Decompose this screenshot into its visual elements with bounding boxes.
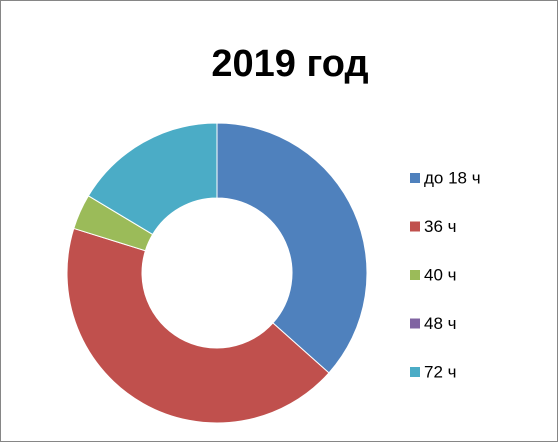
donut-slice (87, 122, 218, 236)
legend-label: 48 ч (424, 314, 457, 333)
legend-swatch (410, 318, 420, 329)
legend-swatch (410, 367, 420, 377)
chart-title: 2019 год (211, 43, 368, 85)
donut-slice (216, 122, 368, 374)
legend-swatch (410, 173, 420, 183)
legend-label: до 18 ч (424, 168, 481, 187)
legend-label: 40 ч (424, 265, 457, 284)
legend-label: 36 ч (424, 217, 457, 236)
legend-swatch (410, 270, 420, 280)
legend-label: 72 ч (424, 362, 457, 381)
donut-slice (66, 227, 330, 424)
legend-swatch (410, 221, 420, 232)
